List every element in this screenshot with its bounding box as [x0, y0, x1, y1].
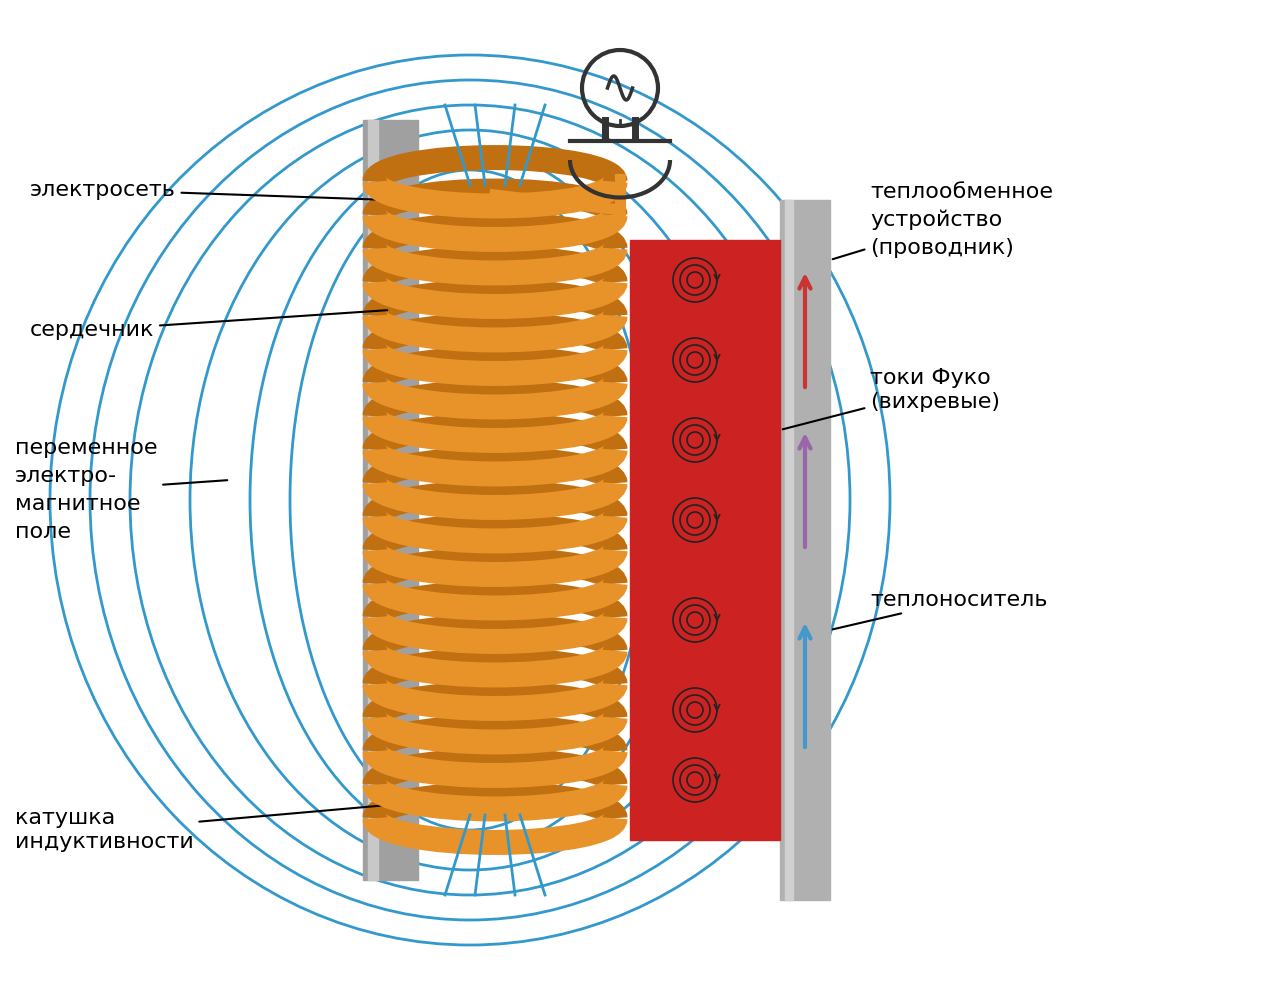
Text: переменное
электро-
магнитное
поле: переменное электро- магнитное поле	[15, 438, 228, 542]
Text: электросеть: электросеть	[29, 180, 388, 200]
Bar	[630, 240, 780, 840]
Bar	[785, 200, 794, 900]
Bar	[369, 120, 378, 880]
Bar	[364, 120, 419, 880]
Text: токи Фуко
(вихревые): токи Фуко (вихревые)	[782, 368, 1000, 429]
Text: теплообменное
устройство
(проводник): теплообменное устройство (проводник)	[833, 182, 1053, 259]
Text: катушка
индуктивности: катушка индуктивности	[15, 800, 442, 852]
Text: теплоноситель: теплоноситель	[833, 590, 1047, 629]
Text: сердечник: сердечник	[29, 310, 388, 340]
Bar	[780, 200, 829, 900]
